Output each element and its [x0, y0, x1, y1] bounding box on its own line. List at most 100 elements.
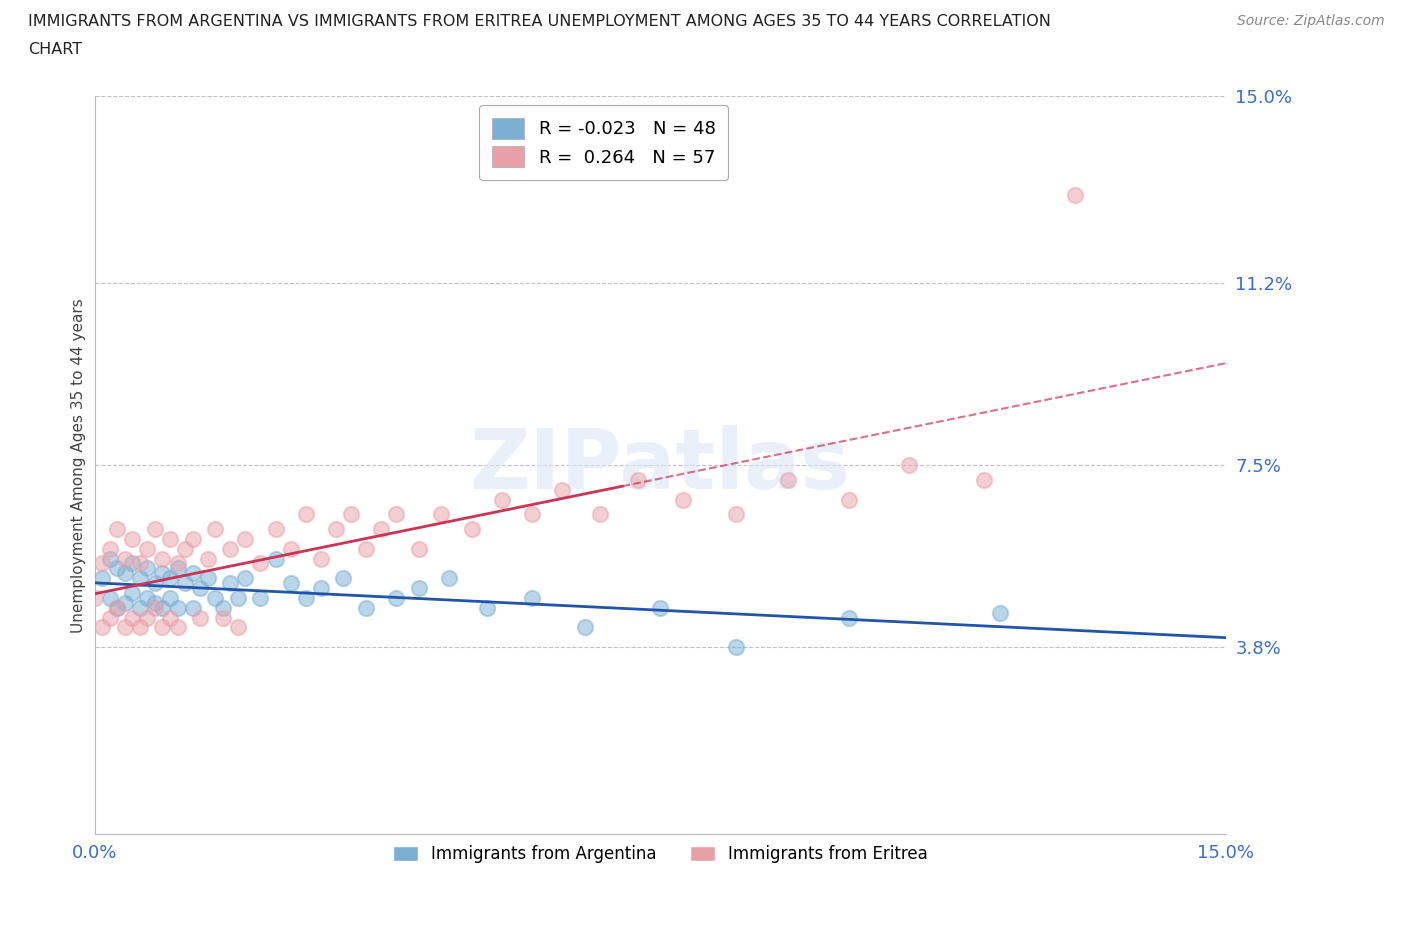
Point	[235, 571, 257, 586]
Point	[838, 492, 860, 507]
Point	[332, 571, 354, 586]
Point	[121, 610, 143, 625]
Point	[249, 556, 271, 571]
Point	[152, 620, 174, 635]
Point	[166, 556, 188, 571]
Point	[128, 600, 150, 615]
Point	[166, 600, 188, 615]
Point	[128, 556, 150, 571]
Point	[159, 571, 181, 586]
Point	[264, 551, 287, 566]
Point	[159, 610, 181, 625]
Point	[159, 591, 181, 605]
Point	[551, 483, 574, 498]
Point	[114, 620, 136, 635]
Point	[143, 600, 166, 615]
Point	[159, 531, 181, 546]
Point	[152, 600, 174, 615]
Point	[340, 507, 363, 522]
Point	[309, 580, 332, 595]
Point	[143, 595, 166, 610]
Y-axis label: Unemployment Among Ages 35 to 44 years: Unemployment Among Ages 35 to 44 years	[72, 298, 86, 632]
Point	[724, 640, 747, 655]
Point	[128, 571, 150, 586]
Point	[188, 610, 211, 625]
Point	[181, 600, 204, 615]
Text: ZIPatlas: ZIPatlas	[470, 425, 851, 506]
Point	[181, 531, 204, 546]
Point	[98, 591, 121, 605]
Point	[724, 507, 747, 522]
Point	[520, 507, 543, 522]
Point	[235, 531, 257, 546]
Point	[121, 586, 143, 601]
Point	[294, 591, 316, 605]
Point	[152, 551, 174, 566]
Text: Source: ZipAtlas.com: Source: ZipAtlas.com	[1237, 14, 1385, 28]
Point	[211, 600, 233, 615]
Point	[354, 600, 377, 615]
Point	[152, 565, 174, 580]
Point	[385, 507, 408, 522]
Point	[1064, 187, 1087, 202]
Point	[280, 576, 302, 591]
Point	[973, 472, 995, 487]
Point	[188, 580, 211, 595]
Point	[83, 591, 105, 605]
Point	[408, 580, 430, 595]
Point	[219, 541, 242, 556]
Point	[136, 610, 159, 625]
Point	[105, 600, 128, 615]
Point	[98, 541, 121, 556]
Point	[280, 541, 302, 556]
Point	[197, 551, 219, 566]
Point	[105, 600, 128, 615]
Point	[98, 610, 121, 625]
Point	[226, 591, 249, 605]
Point	[181, 565, 204, 580]
Point	[354, 541, 377, 556]
Point	[778, 472, 800, 487]
Point	[385, 591, 408, 605]
Point	[264, 522, 287, 537]
Point	[460, 522, 482, 537]
Point	[520, 591, 543, 605]
Point	[166, 620, 188, 635]
Point	[204, 591, 226, 605]
Point	[219, 576, 242, 591]
Point	[475, 600, 498, 615]
Point	[370, 522, 392, 537]
Point	[898, 458, 921, 472]
Point	[249, 591, 271, 605]
Point	[105, 522, 128, 537]
Point	[574, 620, 596, 635]
Point	[197, 571, 219, 586]
Point	[114, 551, 136, 566]
Text: CHART: CHART	[28, 42, 82, 57]
Point	[430, 507, 453, 522]
Point	[672, 492, 695, 507]
Point	[105, 561, 128, 576]
Point	[325, 522, 347, 537]
Point	[121, 556, 143, 571]
Point	[114, 565, 136, 580]
Point	[136, 561, 159, 576]
Point	[408, 541, 430, 556]
Point	[988, 605, 1011, 620]
Point	[128, 620, 150, 635]
Point	[204, 522, 226, 537]
Point	[114, 595, 136, 610]
Point	[650, 600, 672, 615]
Point	[143, 576, 166, 591]
Point	[136, 591, 159, 605]
Point	[589, 507, 612, 522]
Point	[143, 522, 166, 537]
Point	[98, 551, 121, 566]
Point	[91, 556, 114, 571]
Point	[136, 541, 159, 556]
Point	[91, 620, 114, 635]
Point	[309, 551, 332, 566]
Point	[491, 492, 513, 507]
Point	[226, 620, 249, 635]
Point	[626, 472, 648, 487]
